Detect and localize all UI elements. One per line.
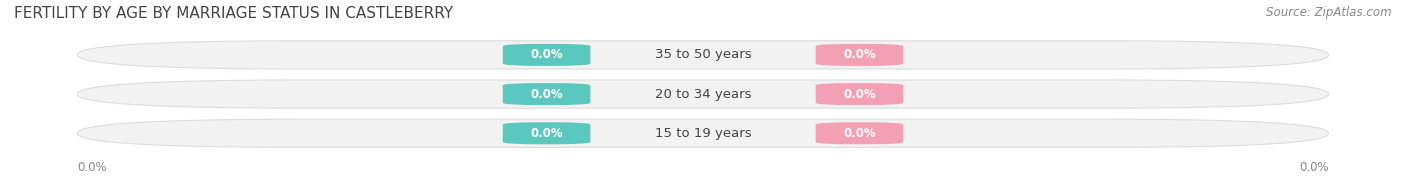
FancyBboxPatch shape (503, 44, 591, 66)
Text: 20 to 34 years: 20 to 34 years (655, 88, 751, 101)
FancyBboxPatch shape (77, 41, 1329, 69)
Text: Source: ZipAtlas.com: Source: ZipAtlas.com (1267, 6, 1392, 19)
FancyBboxPatch shape (815, 122, 903, 144)
FancyBboxPatch shape (815, 83, 903, 105)
Text: 15 to 19 years: 15 to 19 years (655, 127, 751, 140)
Text: 0.0%: 0.0% (844, 127, 876, 140)
Text: FERTILITY BY AGE BY MARRIAGE STATUS IN CASTLEBERRY: FERTILITY BY AGE BY MARRIAGE STATUS IN C… (14, 6, 453, 21)
FancyBboxPatch shape (77, 80, 1329, 108)
Text: 0.0%: 0.0% (530, 48, 562, 61)
FancyBboxPatch shape (503, 83, 591, 105)
Text: 0.0%: 0.0% (844, 48, 876, 61)
FancyBboxPatch shape (503, 122, 591, 144)
Text: 0.0%: 0.0% (530, 88, 562, 101)
Text: 0.0%: 0.0% (1299, 161, 1329, 174)
Text: 0.0%: 0.0% (77, 161, 107, 174)
Text: 0.0%: 0.0% (844, 88, 876, 101)
FancyBboxPatch shape (815, 44, 903, 66)
FancyBboxPatch shape (77, 119, 1329, 147)
Text: 35 to 50 years: 35 to 50 years (655, 48, 751, 61)
Text: 0.0%: 0.0% (530, 127, 562, 140)
